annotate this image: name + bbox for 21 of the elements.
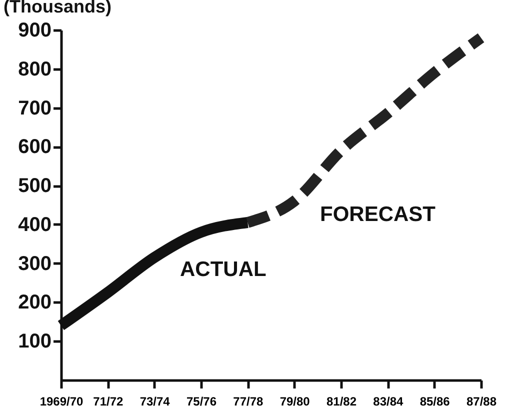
y-tick-label: 900 <box>18 20 52 42</box>
x-tick-label: 83/84 <box>373 394 404 408</box>
x-tick-label: 75/76 <box>186 394 217 408</box>
series-label: ACTUAL <box>180 258 266 281</box>
y-tick-label: 500 <box>18 175 52 198</box>
y-tick-label: 100 <box>18 330 52 353</box>
y-tick-label: 200 <box>18 292 52 314</box>
y-tick-label: 600 <box>18 136 52 158</box>
y-tick-label: 700 <box>18 97 52 120</box>
y-tick-label: 800 <box>18 58 52 80</box>
x-tick-label: 1969/70 <box>40 394 84 408</box>
x-tick-label: 81/82 <box>326 394 357 408</box>
x-tick-label: 71/72 <box>93 394 124 408</box>
x-tick-label: 77/78 <box>233 394 264 408</box>
x-tick-label: 79/80 <box>280 394 310 408</box>
x-tick-label: 87/88 <box>466 394 497 408</box>
x-tick-label: 73/74 <box>140 394 170 408</box>
x-tick-label: 85/86 <box>420 394 450 408</box>
y-tick-label: 300 <box>18 252 52 275</box>
y-tick-label: 400 <box>18 214 52 236</box>
series-label: FORECAST <box>320 203 436 226</box>
